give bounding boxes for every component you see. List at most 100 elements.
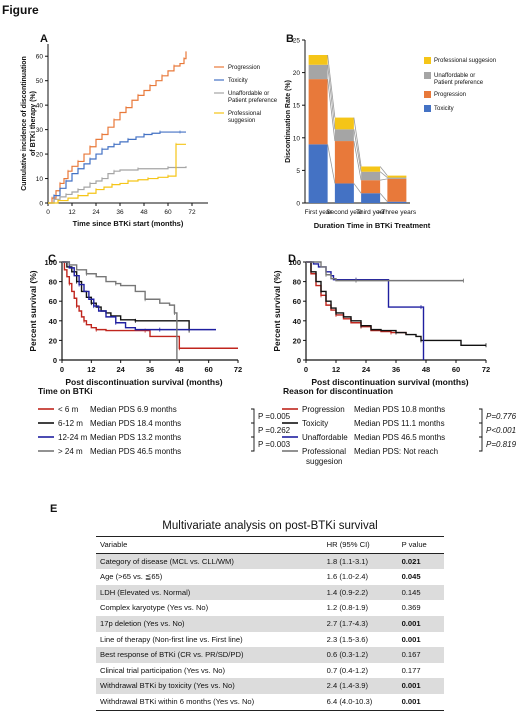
b-x-tick-label: First year xyxy=(305,209,333,216)
table-cell-variable: Best response of BTKi (CR vs. PR/SD/PD) xyxy=(96,647,323,663)
a-x-label: Time since BTKi start (months) xyxy=(73,219,184,228)
km2-legend-median: Median PDS 18.4 months xyxy=(90,419,181,428)
a-x-tick-label: 48 xyxy=(140,209,148,216)
b-bar-segment xyxy=(334,117,354,130)
a-x-tick-label: 24 xyxy=(92,209,100,216)
table-cell-variable: Category of disease (MCL vs. CLL/WM) xyxy=(96,553,323,570)
table-body: Category of disease (MCL vs. CLL/WM) 1.8 … xyxy=(96,553,444,711)
a-legend-label: Toxicity xyxy=(228,78,248,84)
b-legend-label: Professional suggesion xyxy=(434,58,496,64)
km3-series-line xyxy=(306,261,425,360)
km3-legend-title: Reason for discontinuation xyxy=(283,386,393,396)
b-bar-segment xyxy=(387,201,407,203)
b-bar-segment xyxy=(361,193,381,203)
a-legend-label: Unaffordable or xyxy=(228,91,269,97)
b-bar-segment xyxy=(387,175,407,178)
km3-x-label: Post discontinuation survival (months) xyxy=(311,377,468,387)
table-cell-p: 0.369 xyxy=(401,603,421,613)
table-cell-p: 0.045 xyxy=(401,572,421,582)
b-connector-line xyxy=(379,171,388,178)
b-bar-segment xyxy=(308,144,328,203)
km2-legend-title: Time on BTKi xyxy=(38,386,93,396)
table-cell-hr: 6.4 (4.0-10.3) xyxy=(322,693,398,711)
b-bar-segment xyxy=(334,183,354,203)
b-legend-swatch xyxy=(424,91,431,98)
table-cell-hr: 2.7 (1.7-4.3) xyxy=(322,615,398,632)
table-cell-variable: Clinical trial participation (Yes vs. No… xyxy=(100,665,226,675)
a-x-tick-label: 12 xyxy=(68,209,76,216)
km3-bracket xyxy=(479,436,483,452)
km3-legend-median: Median PDS 11.1 months xyxy=(354,419,445,428)
a-y-tick-label: 50 xyxy=(36,78,44,85)
table-header-cell: Variable xyxy=(96,536,323,554)
km3-comparison-p: P<0.001 xyxy=(486,426,516,435)
km2-legend-label: < 6 m xyxy=(58,405,79,414)
a-legend-label: Professional xyxy=(228,111,261,117)
table-cell-p: 0.145 xyxy=(397,584,444,601)
figure-title: Figure xyxy=(2,3,39,17)
table-header-cell: P value xyxy=(397,536,444,554)
table-row: Line of therapy (Non-first line vs. Firs… xyxy=(96,632,444,648)
km3-y-tick-label: 40 xyxy=(293,317,301,326)
b-legend-swatch xyxy=(424,105,431,112)
km2-comparison-p: P =0.262 xyxy=(258,426,291,435)
table-cell-variable: Withdrawal BTKi within 6 months (Yes vs.… xyxy=(96,693,323,711)
a-y-tick-label: 30 xyxy=(36,127,44,134)
b-bar-segment xyxy=(308,64,328,80)
b-connector-line xyxy=(353,140,362,181)
km3-comparison-p: P=0.819 xyxy=(486,440,517,449)
table-row: 17p deletion (Yes vs. No) 2.7 (1.7-4.3) 0.… xyxy=(96,615,444,632)
km2-legend-median: Median PDS 13.2 months xyxy=(90,433,181,442)
panel-letter-a: A xyxy=(40,33,48,45)
km2-legend-label: 6-12 m xyxy=(58,419,83,428)
table-cell-variable: Withdrawal BTKi by toxicity (Yes vs. No) xyxy=(96,678,323,694)
km3-y-label: Percent survival (%) xyxy=(272,270,282,351)
km3-y-tick-label: 100 xyxy=(288,258,301,267)
km3-x-tick-label: 24 xyxy=(362,365,371,374)
b-y-tick-label: 5 xyxy=(296,168,300,175)
b-y-tick-label: 15 xyxy=(293,103,301,110)
km2-legend-label: > 24 m xyxy=(58,447,83,456)
b-connector-line xyxy=(353,117,362,167)
km3-legend-median: Median PDS 46.5 months xyxy=(354,433,445,442)
km2-y-tick-label: 40 xyxy=(49,317,57,326)
b-bar-segment xyxy=(387,177,407,179)
km2-bracket xyxy=(251,436,255,452)
table-cell-variable: LDH (Elevated vs. Normal) xyxy=(96,584,323,601)
km3-y-tick-label: 80 xyxy=(293,278,301,287)
b-bar-segment xyxy=(361,180,381,194)
km2-x-tick-label: 60 xyxy=(204,365,212,374)
km3-comparison-p: P=0.776 xyxy=(486,412,517,421)
a-y-tick-label: 10 xyxy=(36,176,44,183)
table-row: Category of disease (MCL vs. CLL/WM) 1.8 … xyxy=(96,553,444,570)
km2-x-tick-label: 36 xyxy=(146,365,154,374)
km3-x-tick-label: 60 xyxy=(452,365,460,374)
km2-y-tick-label: 20 xyxy=(49,336,57,345)
b-connector-line xyxy=(327,79,336,142)
km3-bracket xyxy=(479,422,483,438)
km2-legend-median: Median PDS 46.5 months xyxy=(90,447,181,456)
a-y-label: Cumulative incidence of discontinuation xyxy=(21,56,28,191)
table-cell-p: 0.001 xyxy=(397,693,444,711)
b-connector-line xyxy=(379,166,388,176)
table-row: Clinical trial participation (Yes vs. No… xyxy=(96,663,444,679)
b-legend-label: Toxicity xyxy=(434,106,454,112)
km2-x-tick-label: 72 xyxy=(234,365,242,374)
km3-legend-label: Toxicity xyxy=(302,419,328,428)
b-x-tick-label: >Three years xyxy=(378,209,417,216)
b-connector-line xyxy=(327,64,336,130)
panel-e-table-title: Multivariate analysis on post-BTKi survi… xyxy=(162,520,378,532)
km2-x-tick-label: 12 xyxy=(87,365,95,374)
km3-x-tick-label: 36 xyxy=(392,365,400,374)
km3-x-tick-label: 0 xyxy=(304,365,308,374)
b-y-label: Discontinuation Rate (%) xyxy=(285,80,292,163)
km3-series-line xyxy=(306,261,407,335)
table-cell-variable: Age (>65 vs. ≦65) xyxy=(100,572,163,582)
b-bar-segment xyxy=(334,129,354,142)
km2-x-tick-label: 0 xyxy=(60,365,64,374)
km3-legend-median: Median PDS 10.8 months xyxy=(354,405,445,414)
km3-bracket xyxy=(479,408,483,424)
a-legend-label: Patient preference xyxy=(228,98,278,104)
km3-legend-label: Unaffordable xyxy=(302,433,348,442)
